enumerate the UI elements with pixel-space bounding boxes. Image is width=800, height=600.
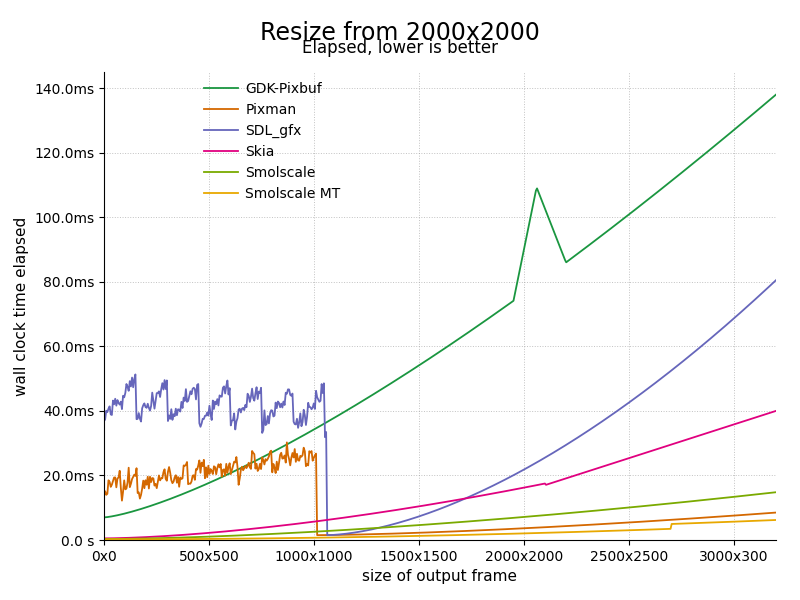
GDK-Pixbuf [99,514,109,521]
Smolscale [771,488,781,496]
Line: Skia: Skia [104,411,776,538]
Skia [218,528,228,535]
Smolscale MT [218,535,228,542]
Smolscale [495,515,505,523]
Pixman [550,523,560,530]
X-axis label: size of output frame: size of output frame [362,569,518,584]
GDK-Pixbuf [272,446,282,454]
GDK-Pixbuf [771,91,781,98]
Smolscale MT [548,529,558,536]
Line: GDK-Pixbuf: GDK-Pixbuf [104,95,776,517]
SDL_gfx [322,532,332,539]
Pixman [312,532,322,539]
Skia [771,407,781,415]
SDL_gfx [606,412,616,419]
SDL_gfx [99,418,109,425]
Pixman [771,509,781,516]
Smolscale MT [495,530,505,538]
Pixman [498,526,507,533]
Smolscale MT [605,527,614,535]
SDL_gfx [771,277,781,284]
Skia [495,488,505,496]
Pixman [218,466,228,473]
SDL_gfx [272,404,282,412]
GDK-Pixbuf [605,226,614,233]
Line: Pixman: Pixman [104,442,776,535]
SDL_gfx [496,478,506,485]
Smolscale [272,530,282,538]
Legend: GDK-Pixbuf, Pixman, SDL_gfx, Skia, Smolscale, Smolscale MT: GDK-Pixbuf, Pixman, SDL_gfx, Skia, Smols… [198,77,346,206]
Smolscale MT [771,517,781,524]
Pixman [272,458,282,465]
Skia [99,535,109,542]
Smolscale [403,522,413,529]
Skia [272,523,282,530]
Smolscale [605,506,614,513]
Pixman [99,492,109,499]
Line: SDL_gfx: SDL_gfx [104,280,776,535]
Pixman [607,520,617,527]
GDK-Pixbuf [403,369,413,376]
Line: Smolscale MT: Smolscale MT [104,520,776,539]
Smolscale [99,535,109,542]
Smolscale MT [99,536,109,543]
Smolscale [548,511,558,518]
GDK-Pixbuf [495,307,505,314]
Text: Resize from 2000x2000: Resize from 2000x2000 [260,21,540,45]
Y-axis label: wall clock time elapsed: wall clock time elapsed [14,217,29,395]
GDK-Pixbuf [548,225,558,232]
Pixman [282,439,292,446]
GDK-Pixbuf [218,473,228,480]
Smolscale MT [272,535,282,542]
SDL_gfx [549,449,558,456]
Text: Elapsed, lower is better: Elapsed, lower is better [302,39,498,57]
Skia [605,461,614,468]
Skia [403,505,413,512]
Smolscale MT [403,533,413,540]
Line: Smolscale: Smolscale [104,492,776,539]
Smolscale [218,533,228,540]
SDL_gfx [404,516,414,523]
Skia [548,479,558,486]
SDL_gfx [218,384,228,391]
Pixman [406,529,415,536]
